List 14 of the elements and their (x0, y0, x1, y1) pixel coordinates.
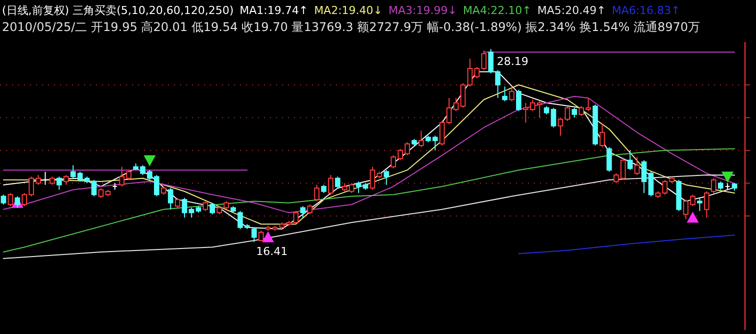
chart-title: (日线,前复权) 三角买卖(5,10,20,60,120,250) (2, 4, 234, 17)
point (144, 155, 156, 166)
point (686, 212, 699, 223)
point (262, 231, 274, 242)
annotation: 16.41 (256, 245, 288, 258)
text: MA1:19.74↑ (240, 4, 308, 17)
text: MA2:19.40↓ (314, 4, 382, 17)
text: MA3:19.99↓ (388, 4, 457, 17)
text: MA4:22.10↑ (462, 4, 532, 17)
point (722, 172, 734, 183)
text: MA6:16.83↑ (612, 4, 680, 17)
annotation: 28.19 (496, 55, 528, 68)
chart-subtitle: 2010/05/25/二 开19.95 高20.01 低19.54 收19.70 量13769.3 额2727.9万 幅-0.38(-1.89%) 振2.34% 换1.54% 流通8970万 (2, 20, 700, 34)
text: MA5:20.49↑ (537, 4, 606, 17)
